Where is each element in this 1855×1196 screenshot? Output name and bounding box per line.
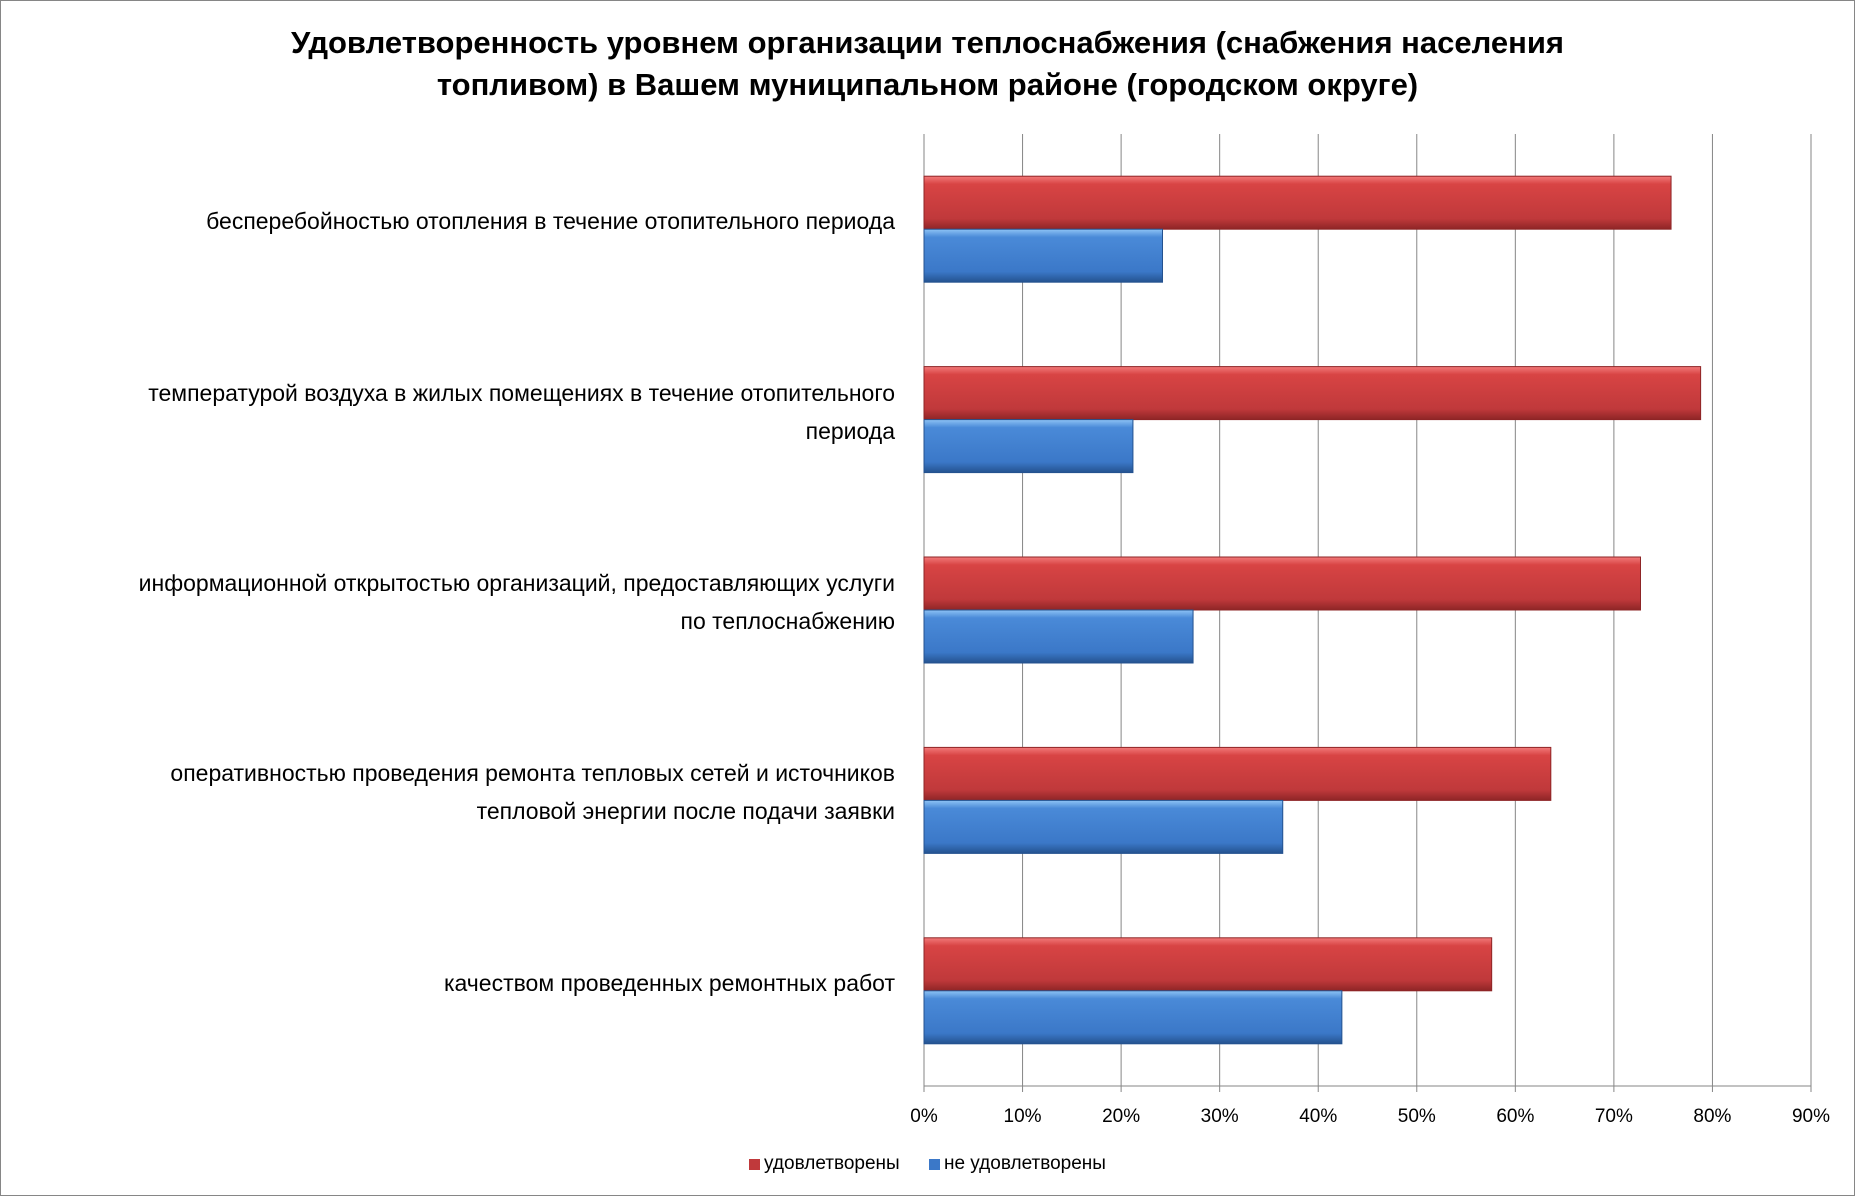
category-label: качеством проведенных ремонтных работ [0, 964, 895, 1002]
category-label-line: тепловой энергии после подачи заявки [476, 798, 895, 825]
legend: удовлетворены не удовлетворены [0, 1153, 1855, 1176]
bar-satisfied [923, 937, 1493, 992]
bar-unsatisfied [923, 799, 1284, 854]
x-tick-label: 0% [910, 1106, 938, 1127]
x-tick-label: 50% [1397, 1106, 1436, 1127]
bar-satisfied [923, 746, 1552, 801]
legend-item: не удовлетворены [928, 1153, 1106, 1175]
x-tick-label: 30% [1200, 1106, 1239, 1127]
category-label-line: бесперебойностью отопления в течение ото… [206, 208, 895, 235]
category-label-line: качеством проведенных ремонтных работ [443, 969, 895, 996]
bar-satisfied [923, 556, 1641, 611]
x-tick-label: 70% [1594, 1106, 1633, 1127]
legend-item: удовлетворены [749, 1153, 900, 1175]
legend-swatch-satisfied [749, 1158, 761, 1170]
category-label-line: периода [805, 417, 895, 444]
category-label-line: информационной открытостью организаций, … [138, 570, 895, 596]
category-label-line: оперативностью проведения ремонта теплов… [170, 760, 895, 787]
x-tick-label: 60% [1496, 1106, 1535, 1127]
category-label: оперативностью проведения ремонта теплов… [0, 754, 895, 830]
category-label-line: температурой воздуха в жилых помещениях … [148, 379, 895, 406]
category-label: температурой воздуха в жилых помещениях … [0, 374, 895, 450]
x-tick-label: 90% [1791, 1106, 1831, 1127]
chart-title: Удовлетворенность уровнем организации те… [0, 22, 1855, 106]
x-tick-label: 20% [1102, 1106, 1141, 1127]
x-tick-label: 10% [1003, 1106, 1042, 1127]
legend-label: удовлетворены [764, 1153, 900, 1174]
title-line: топливом) в Вашем муниципальном районе (… [436, 67, 1419, 102]
bar-unsatisfied [923, 609, 1194, 664]
category-label: информационной открытостью организаций, … [0, 564, 895, 640]
bar-unsatisfied [923, 228, 1164, 283]
x-tick-label: 80% [1693, 1106, 1732, 1127]
bar-unsatisfied [923, 419, 1134, 474]
legend-label: не удовлетворены [943, 1153, 1106, 1174]
title-line: Удовлетворенность уровнем организации те… [290, 25, 1564, 60]
legend-swatch-unsatisfied [928, 1158, 940, 1170]
category-label-line: по теплоснабжению [680, 608, 895, 634]
category-label: бесперебойностью отопления в течение ото… [0, 202, 895, 240]
x-tick-label: 40% [1299, 1106, 1338, 1127]
bar-satisfied [923, 175, 1672, 230]
bar-satisfied [923, 366, 1702, 421]
bar-unsatisfied [923, 990, 1343, 1045]
